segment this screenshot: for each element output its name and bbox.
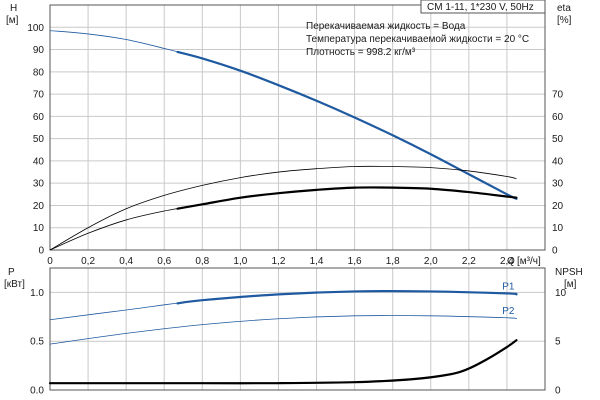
x-tick-label: 0,8 [195, 256, 209, 267]
top-right-tick-label: 20 [552, 201, 564, 212]
top-left-tick-label: 70 [33, 90, 45, 101]
header-box-text: CM 1-11, 1*230 V, 50Hz [427, 2, 534, 13]
x-tick-label: 0,6 [157, 256, 171, 267]
x-tick-label: 1,2 [272, 256, 286, 267]
bottom-left-tick-label: 0.0 [30, 386, 44, 397]
bottom-series-2-curve [50, 339, 517, 384]
top-left-tick-label: 30 [33, 179, 45, 190]
bottom-right-axis-label: NPSH [555, 267, 583, 278]
bottom-series-0-operating-range [176, 290, 518, 305]
x-tick-label: 2,0 [424, 256, 438, 267]
top-series-0-curve [49, 30, 517, 200]
top-right-tick-label: 70 [552, 90, 564, 101]
top-right-tick-label: 30 [552, 179, 564, 190]
bottom-series-2-operating-range [48, 339, 518, 385]
top-right-tick-label: 0 [552, 246, 558, 257]
x-tick-label: 1,8 [386, 256, 400, 267]
note-temperature: Температура перекачиваемой жидкости = 20… [306, 34, 529, 45]
bottom-panel-grid [49, 268, 545, 391]
bottom-left-tick-label: 0.5 [30, 337, 44, 348]
bottom-right-tick-label: 10 [555, 288, 567, 299]
x-tick-label: 2,2 [462, 256, 476, 267]
bottom-right-tick-label: 0 [555, 386, 561, 397]
x-tick-label: 0,4 [119, 256, 133, 267]
x-tick-label: 0 [47, 256, 53, 267]
top-left-axis-unit: [м] [6, 15, 19, 26]
top-left-tick-label: 40 [33, 156, 45, 167]
bottom-right-tick-label: 5 [555, 337, 561, 348]
top-left-tick-label: 0 [38, 246, 44, 257]
tick-labels: 0 0,2 0,4 0,6 0,8 1,0 1,2 1,4 1,6 1,8 2,0 2,2 2,4 0 10… [27, 23, 566, 397]
top-right-tick-label: 40 [552, 156, 564, 167]
bottom-left-axis-unit: [кВт] [4, 279, 25, 290]
top-series-2-curve [49, 187, 517, 251]
top-right-axis-unit: [%] [557, 15, 572, 26]
top-left-tick-label: 100 [27, 23, 44, 34]
x-axis-label: Q [507, 256, 515, 267]
top-right-tick-label: 50 [552, 134, 564, 145]
top-series-0-operating-range [176, 50, 518, 200]
x-tick-label: 1,4 [310, 256, 324, 267]
bottom-series-0-curve [49, 290, 517, 321]
top-panel-frame [49, 4, 546, 251]
top-series-1-curve [49, 165, 517, 251]
top-series-2-operating-range [176, 186, 518, 210]
note-density: Плотность = 998.2 кг/м³ [306, 47, 416, 58]
bottom-series-1-curve [49, 315, 517, 345]
curves [48, 30, 518, 385]
x-tick-label: 2,4 [500, 256, 514, 267]
top-left-tick-label: 90 [33, 45, 45, 56]
bottom-right-axis-unit: [м] [564, 279, 577, 290]
top-right-tick-label: 10 [552, 223, 564, 234]
x-axis-unit: [м³/ч] [517, 256, 541, 267]
top-left-tick-label: 50 [33, 134, 45, 145]
top-left-axis-label: H [10, 3, 17, 14]
series-labels: P1 P2 [502, 281, 515, 316]
bottom-left-tick-label: 1.0 [30, 288, 44, 299]
top-right-tick-label: 60 [552, 112, 564, 123]
x-tick-label: 1,0 [233, 256, 247, 267]
series-label-p1: P1 [502, 281, 515, 292]
note-fluid: Перекачиваемая жидкость = Вода [306, 21, 466, 32]
x-tick-label: 1,6 [348, 256, 362, 267]
top-left-tick-label: 60 [33, 112, 45, 123]
bottom-panel-frame [49, 267, 546, 391]
top-left-tick-label: 80 [33, 67, 45, 78]
top-right-axis-label: eta [557, 3, 571, 14]
x-tick-label: 0,2 [81, 256, 95, 267]
top-left-tick-label: 10 [33, 223, 45, 234]
top-left-tick-label: 20 [33, 201, 45, 212]
series-label-p2: P2 [502, 306, 515, 317]
header-box [420, 0, 546, 14]
bottom-left-axis-label: P [8, 267, 15, 278]
